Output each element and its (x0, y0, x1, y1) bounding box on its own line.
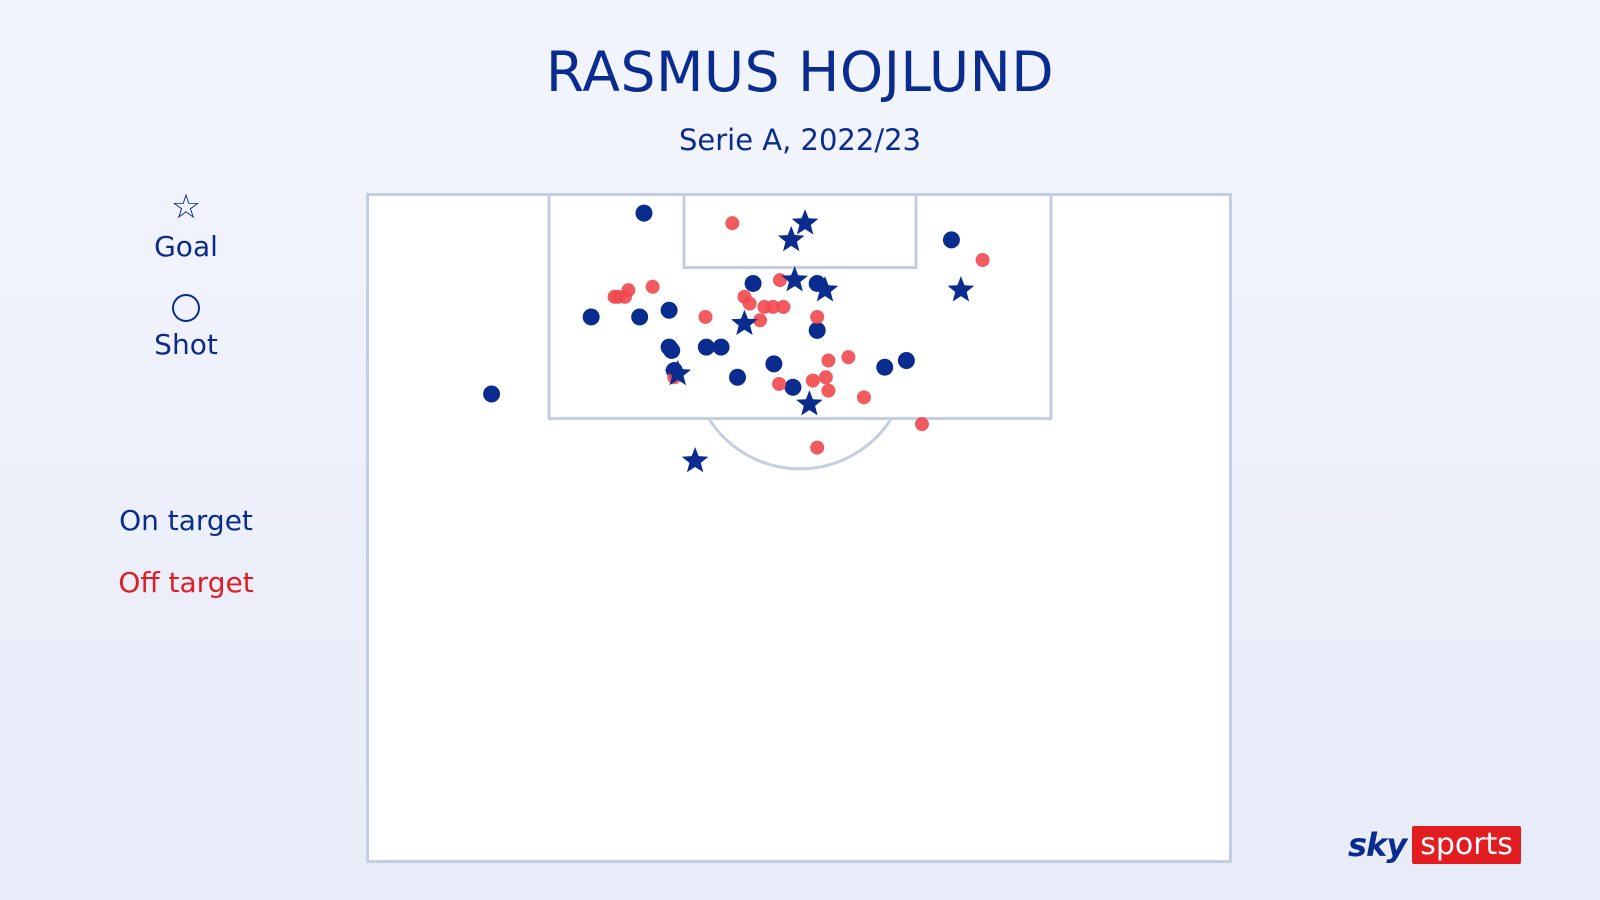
six-yard-box (682, 193, 918, 269)
legend-goal-label: Goal (154, 230, 218, 263)
off-target-shot-marker (621, 283, 636, 298)
on-target-shot-marker (631, 308, 649, 326)
off-target-shot-marker (975, 253, 990, 267)
goal-star-marker (664, 359, 692, 386)
on-target-shot-marker (729, 368, 747, 386)
pitch-outline (366, 193, 1232, 863)
off-target-shot-marker (772, 376, 787, 391)
chart-title: RASMUS HOJLUND (545, 40, 1055, 104)
goal-star-marker (731, 309, 758, 335)
off-target-shot-marker (856, 390, 871, 405)
on-target-shot-marker (712, 338, 730, 356)
star-icon: ☆ (170, 187, 202, 227)
brand-sky: sky (1348, 826, 1407, 864)
legend-goal: ☆ Goal (100, 190, 272, 263)
on-target-shot-marker (784, 378, 802, 396)
off-target-shot-marker (914, 417, 929, 432)
off-target-shot-marker (725, 216, 740, 231)
off-target-shot-marker (698, 309, 713, 324)
off-target-shot-marker (810, 440, 825, 455)
legend-on-target-label: On target (119, 504, 253, 537)
legend-on-target: On target (100, 498, 272, 537)
goal-star-marker (811, 276, 839, 302)
off-target-shot-marker (742, 296, 757, 311)
on-target-shot-marker (897, 352, 915, 369)
circle-icon (172, 294, 200, 322)
on-target-shot-marker (744, 274, 762, 292)
shot-marks (483, 204, 990, 473)
on-target-shot-marker (942, 231, 960, 249)
legend-off-target-label: Off target (118, 566, 254, 599)
on-target-shot-marker (635, 204, 653, 222)
goal-star-marker (947, 276, 975, 302)
off-target-shot-marker (772, 273, 787, 288)
off-target-shot-marker (821, 383, 836, 398)
penalty-arc (707, 418, 893, 471)
on-target-shot-marker (876, 358, 894, 376)
on-target-shot-marker (582, 308, 600, 326)
off-target-shot-marker (776, 299, 791, 314)
on-target-shot-marker (483, 385, 501, 403)
on-target-shot-marker (663, 341, 681, 359)
on-target-shot-marker (808, 321, 826, 339)
pitch-chart (366, 193, 1232, 863)
brand-sports: sports (1412, 826, 1521, 864)
off-target-shot-marker (645, 279, 660, 294)
off-target-shot-marker (810, 309, 825, 324)
goal-star-marker (777, 225, 805, 252)
sky-sports-logo: sky sports (1348, 826, 1521, 864)
on-target-shot-marker (697, 338, 715, 356)
legend-shot-label: Shot (154, 328, 218, 361)
goal-star-marker (791, 209, 819, 235)
off-target-shot-marker (818, 370, 833, 385)
off-target-shot-marker (753, 313, 768, 328)
on-target-shot-marker (765, 355, 783, 373)
off-target-shot-marker (841, 350, 856, 365)
on-target-shot-marker (660, 301, 678, 319)
goal-star-marker (681, 447, 709, 473)
chart-subtitle: Serie A, 2022/23 (678, 123, 922, 157)
goal-star-marker (781, 266, 808, 292)
legend-shot: Shot (100, 290, 272, 361)
goal-star-marker (796, 390, 823, 416)
off-target-shot-marker (821, 353, 836, 368)
off-target-shot-marker (766, 299, 781, 314)
off-target-shot-marker (805, 373, 820, 388)
legend-off-target: Off target (100, 560, 272, 599)
